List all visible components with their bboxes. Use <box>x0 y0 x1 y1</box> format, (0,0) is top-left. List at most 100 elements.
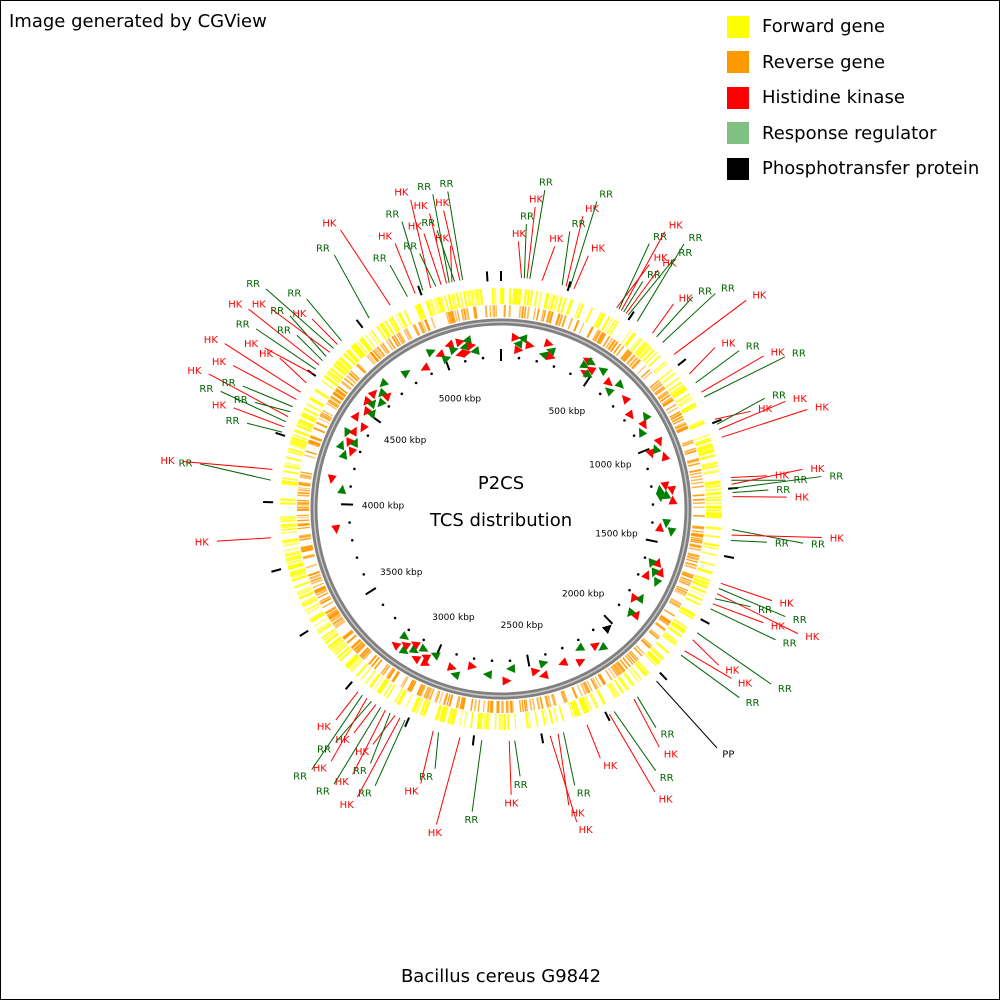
reverse-gene-mark <box>690 475 703 479</box>
reverse-gene-mark <box>551 693 557 706</box>
callout-line <box>710 608 776 641</box>
reverse-gene-mark <box>382 665 391 676</box>
forward-gene-mark <box>422 700 430 717</box>
reverse-gene-mark <box>319 414 331 422</box>
callout-line <box>434 732 440 769</box>
callout-label-rr: RR <box>661 730 675 741</box>
feature-ring-tick <box>700 618 710 625</box>
forward-gene-mark <box>693 577 710 585</box>
forward-gene-mark <box>508 288 511 305</box>
forward-gene-mark <box>680 606 696 616</box>
forward-gene-mark <box>280 517 297 521</box>
reverse-gene-mark <box>621 350 630 361</box>
reverse-gene-mark <box>557 314 564 327</box>
feature-ring-tick <box>711 418 722 425</box>
forward-gene-mark <box>283 465 301 471</box>
forward-gene-mark <box>672 387 687 398</box>
tcs-marker-hk <box>589 642 600 652</box>
forward-gene-mark <box>493 288 495 305</box>
forward-gene-mark <box>285 554 302 561</box>
reverse-gene-mark <box>409 680 416 692</box>
ruler-minor-tick <box>381 603 385 607</box>
callout-line <box>680 654 740 699</box>
forward-gene-mark <box>290 570 306 577</box>
reverse-gene-mark <box>685 561 698 567</box>
ruler: 500 kbp 1000 kbp 1500 kbp 2000 kbp 2500 kbp 3… <box>263 271 739 746</box>
callout-label-hk: HK <box>435 233 450 244</box>
reverse-gene-mark <box>620 349 629 360</box>
reverse-gene-mark <box>324 605 337 614</box>
callout-label-rr: RR <box>464 815 478 826</box>
reverse-gene-mark <box>423 319 430 332</box>
reverse-gene-mark <box>381 342 390 354</box>
reverse-gene-mark <box>686 556 699 562</box>
forward-gene-mark <box>576 303 585 320</box>
forward-gene-mark <box>291 436 308 444</box>
reverse-gene-mark <box>637 365 647 375</box>
callout-label-hk: HK <box>830 534 845 545</box>
callout-label-hk: HK <box>187 366 202 377</box>
forward-gene-mark <box>360 667 372 681</box>
callout-line <box>623 281 644 313</box>
callout-line <box>692 639 720 666</box>
reverse-gene-mark <box>690 478 703 482</box>
ruler-major-tick <box>637 447 650 455</box>
forward-gene-mark <box>578 698 586 714</box>
forward-gene-mark <box>284 551 301 557</box>
reverse-gene-mark <box>580 683 587 695</box>
reverse-gene-mark <box>676 425 688 433</box>
reverse-gene-mark <box>310 435 322 442</box>
callout-line <box>255 328 317 370</box>
reverse-gene-mark <box>583 681 591 694</box>
legend-label: Phosphotransfer protein <box>762 158 980 180</box>
ruler-minor-tick <box>407 628 411 632</box>
tcs-marker-hk <box>391 641 402 651</box>
forward-gene-mark <box>524 289 528 306</box>
callout-line <box>514 740 521 777</box>
forward-gene-track <box>280 287 723 731</box>
feature-ring-tick <box>627 311 635 321</box>
reverse-gene-mark <box>624 655 634 665</box>
reverse-gene-mark <box>332 617 344 626</box>
callout-label-hk: HK <box>414 201 429 212</box>
callout-label-rr: RR <box>316 244 330 255</box>
forward-gene-mark <box>286 556 302 562</box>
forward-gene-mark <box>370 329 382 344</box>
callout-label-hk: HK <box>679 293 694 304</box>
tcs-marker-hk <box>630 610 640 621</box>
callout-line <box>389 264 408 297</box>
reverse-gene-mark <box>334 390 346 398</box>
forward-gene-mark <box>289 568 306 575</box>
forward-gene-mark <box>471 289 475 306</box>
forward-gene-mark <box>689 589 705 597</box>
reverse-gene-mark <box>322 409 334 417</box>
callout-label-rr: RR <box>653 232 667 243</box>
ruler-minor-tick <box>490 659 494 663</box>
forward-gene-mark <box>325 633 339 645</box>
reverse-gene-mark <box>362 650 373 661</box>
reverse-gene-mark <box>675 423 687 430</box>
callout-line <box>232 364 297 400</box>
reverse-gene-mark <box>304 454 317 459</box>
forward-gene-mark <box>653 360 666 373</box>
reverse-gene-mark <box>659 615 671 624</box>
forward-gene-mark <box>434 704 442 721</box>
callout-line <box>732 496 787 498</box>
forward-gene-mark <box>297 420 314 429</box>
reverse-gene-mark <box>675 587 688 594</box>
forward-gene-mark <box>701 551 718 557</box>
reverse-gene-mark <box>300 546 314 551</box>
forward-gene-mark <box>607 683 618 698</box>
callout-line <box>684 650 732 679</box>
reverse-gene-mark <box>401 676 409 688</box>
callout-line <box>208 373 289 418</box>
forward-gene-mark <box>288 447 305 454</box>
callout-label-hk: HK <box>504 798 519 809</box>
reverse-gene-mark <box>545 310 551 323</box>
forward-gene-mark <box>668 380 683 392</box>
callout-line <box>420 730 434 784</box>
callout-label-hk: HK <box>228 300 243 311</box>
forward-gene-mark <box>617 677 628 692</box>
reverse-gene-mark <box>684 447 697 453</box>
feature-ring-tick <box>471 735 476 746</box>
